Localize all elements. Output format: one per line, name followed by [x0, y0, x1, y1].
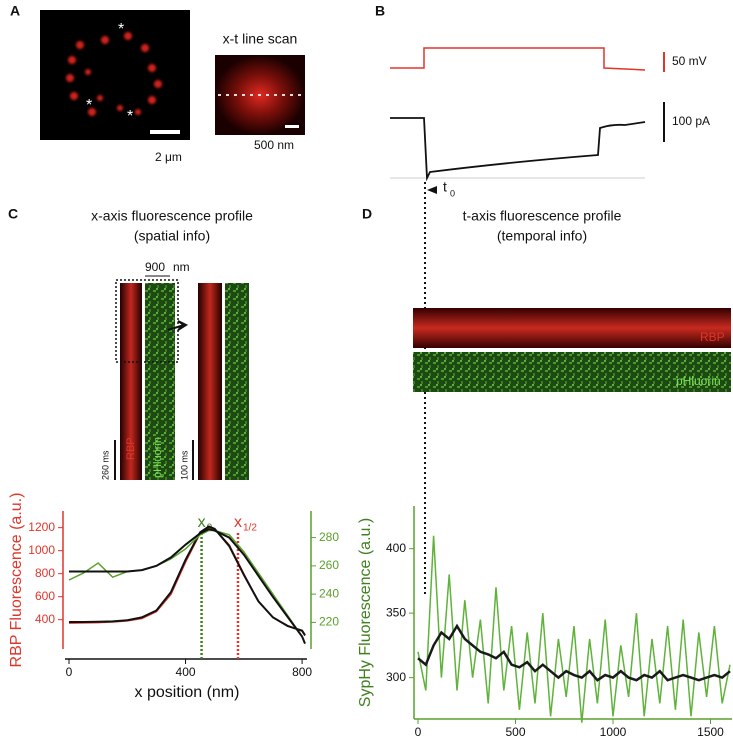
series-line — [417, 623, 731, 682]
panel-a: A * * * 2 μm x-t line scan 500 nm — [10, 3, 305, 164]
t0-subscript: 0 — [450, 188, 455, 198]
x-tick-label: 1500 — [697, 725, 724, 739]
y-tick-label: 600 — [35, 589, 55, 603]
series-line — [69, 528, 306, 644]
image — [40, 10, 190, 140]
scale-label: 50 mV — [672, 54, 707, 68]
y-tick-label: 350 — [386, 605, 406, 619]
series-line — [417, 535, 731, 723]
y2-tick-label: 260 — [319, 558, 339, 572]
voltage-trace — [390, 47, 646, 71]
asterisk: * — [86, 97, 92, 114]
asterisk: * — [127, 108, 133, 125]
strip-green — [225, 283, 249, 480]
y2-tick-label: 280 — [319, 530, 339, 544]
y-tick-label: 1000 — [28, 543, 55, 557]
current-trace — [390, 117, 646, 182]
y-tick-label: 300 — [386, 670, 406, 684]
y-tick-label: 400 — [35, 612, 55, 626]
series-line — [69, 525, 306, 636]
time-bar-label: 100 ms — [179, 450, 189, 480]
x-tick-label: 0 — [66, 665, 73, 679]
panel-subtitle: (spatial info) — [134, 228, 210, 244]
asterisk: * — [118, 21, 124, 38]
strip-green — [413, 352, 731, 392]
y2-tick-label: 220 — [319, 615, 339, 629]
strip-label: RBP — [700, 330, 725, 344]
series-line — [68, 529, 306, 644]
image-title: x-t line scan — [223, 31, 298, 47]
strip-green — [145, 283, 175, 480]
scale-label: 100 pA — [672, 114, 710, 128]
y-axis-label: SypHy Fluorescence (a.u.) — [357, 518, 374, 707]
strip-red — [120, 283, 142, 480]
t0-label: t — [443, 179, 447, 195]
marker-label: x — [234, 514, 242, 531]
x-tick-label: 0 — [415, 725, 422, 739]
scale-unit: nm — [173, 260, 190, 274]
y-tick-label: 400 — [386, 541, 406, 555]
x-tick-label: 1000 — [600, 725, 627, 739]
scale-label: 2 μm — [155, 150, 182, 164]
panel-label: A — [10, 3, 20, 19]
panel-b: B 50 mV 100 pA t 0 — [375, 3, 710, 595]
scale-bar — [150, 130, 180, 134]
panel-subtitle: (temporal info) — [497, 228, 587, 244]
y2-tick-label: 240 — [319, 586, 339, 600]
scale-value: 900 — [145, 260, 165, 274]
strip-label: pHluorin — [152, 437, 164, 478]
strip-red — [198, 283, 222, 480]
y-tick-label: 1200 — [28, 520, 55, 534]
panel-label: B — [375, 3, 385, 19]
scale-label: 500 nm — [254, 138, 294, 152]
strip-label: RBP — [125, 437, 137, 460]
marker-subscript: 1/2 — [243, 523, 257, 534]
panel-title: x-axis fluorescence profile — [91, 208, 253, 224]
x-axis-label: x position (nm) — [135, 684, 240, 701]
y-axis-label: RBP Fluorescence (a.u.) — [8, 493, 25, 668]
x-tick-label: 800 — [292, 665, 312, 679]
panel-label: D — [362, 206, 372, 222]
strip-red — [413, 308, 731, 348]
panel-label: C — [8, 206, 18, 222]
puncta — [66, 32, 162, 116]
x-tick-label: 500 — [505, 725, 525, 739]
strip-label: pHluorin — [676, 374, 721, 388]
arrow — [427, 186, 437, 194]
marker-label: x — [198, 514, 206, 531]
y-tick-label: 800 — [35, 566, 55, 580]
panel-d: D t-axis fluorescence profile (temporal … — [362, 206, 731, 392]
time-bar-label: 260 ms — [100, 450, 110, 480]
panel-c: C x-axis fluorescence profile (spatial i… — [8, 206, 253, 480]
panel-title: t-axis fluorescence profile — [463, 208, 622, 224]
scale-bar — [285, 125, 299, 128]
x-tick-label: 400 — [176, 665, 196, 679]
arrow — [167, 320, 189, 331]
